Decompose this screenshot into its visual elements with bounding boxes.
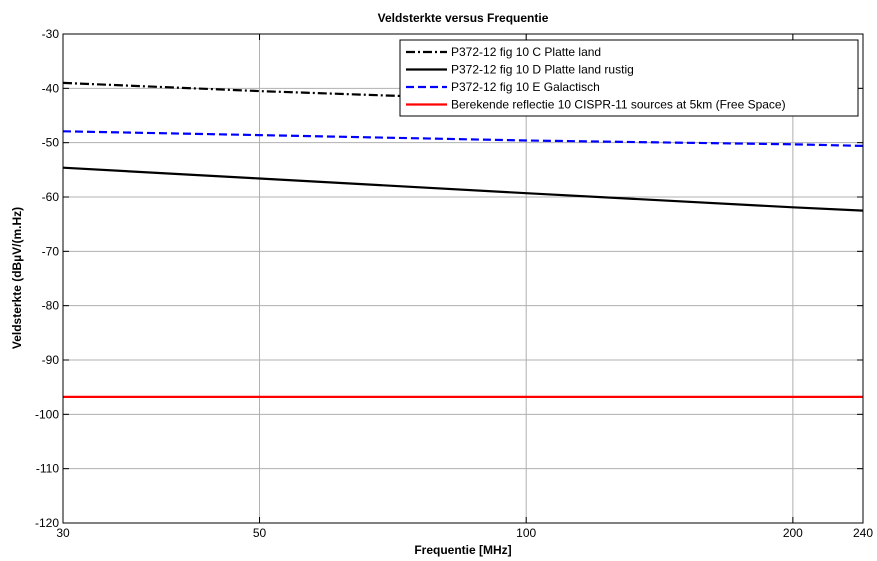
ticks: 30 50 100 200 240 -30 -40 -50 -60 -70 -80 -90 -100 -1…	[35, 27, 873, 540]
y-tick-label: -100	[35, 407, 59, 421]
y-tick-label: -70	[42, 244, 60, 258]
x-axis-label: Frequentie [MHz]	[414, 543, 511, 557]
y-tick-label: -30	[42, 27, 60, 41]
legend-label: P372-12 fig 10 C Platte land	[451, 45, 601, 59]
series-line-3	[62, 130, 864, 147]
y-tick-label: -90	[42, 353, 60, 367]
series-layer	[62, 81, 864, 398]
x-tick-label: 200	[783, 526, 803, 540]
y-tick-label: -120	[35, 516, 59, 530]
series-line-2	[62, 166, 864, 212]
y-tick-label: -80	[42, 299, 60, 313]
x-tick-label: 30	[56, 526, 70, 540]
x-tick-label: 240	[853, 526, 873, 540]
legend: P372-12 fig 10 C Platte land P372-12 fig …	[399, 39, 859, 117]
legend-label: P372-12 fig 10 D Platte land rustig	[451, 63, 634, 77]
y-tick-label: -50	[42, 136, 60, 150]
legend-label: Berekende reflectie 10 CISPR-11 sources …	[451, 98, 786, 112]
y-axis-label: Veldsterkte (dBµV/(m.Hz)	[10, 207, 24, 349]
y-tick-label: -40	[42, 81, 60, 95]
y-tick-label: -60	[42, 190, 60, 204]
legend-box	[399, 39, 859, 117]
legend-label: P372-12 fig 10 E Galactisch	[451, 80, 600, 94]
chart-title: Veldsterkte versus Frequentie	[378, 11, 549, 25]
y-tick-label: -110	[36, 462, 59, 476]
x-tick-label: 100	[516, 526, 536, 540]
x-tick-label: 50	[253, 526, 267, 540]
plot-frame	[62, 33, 864, 524]
